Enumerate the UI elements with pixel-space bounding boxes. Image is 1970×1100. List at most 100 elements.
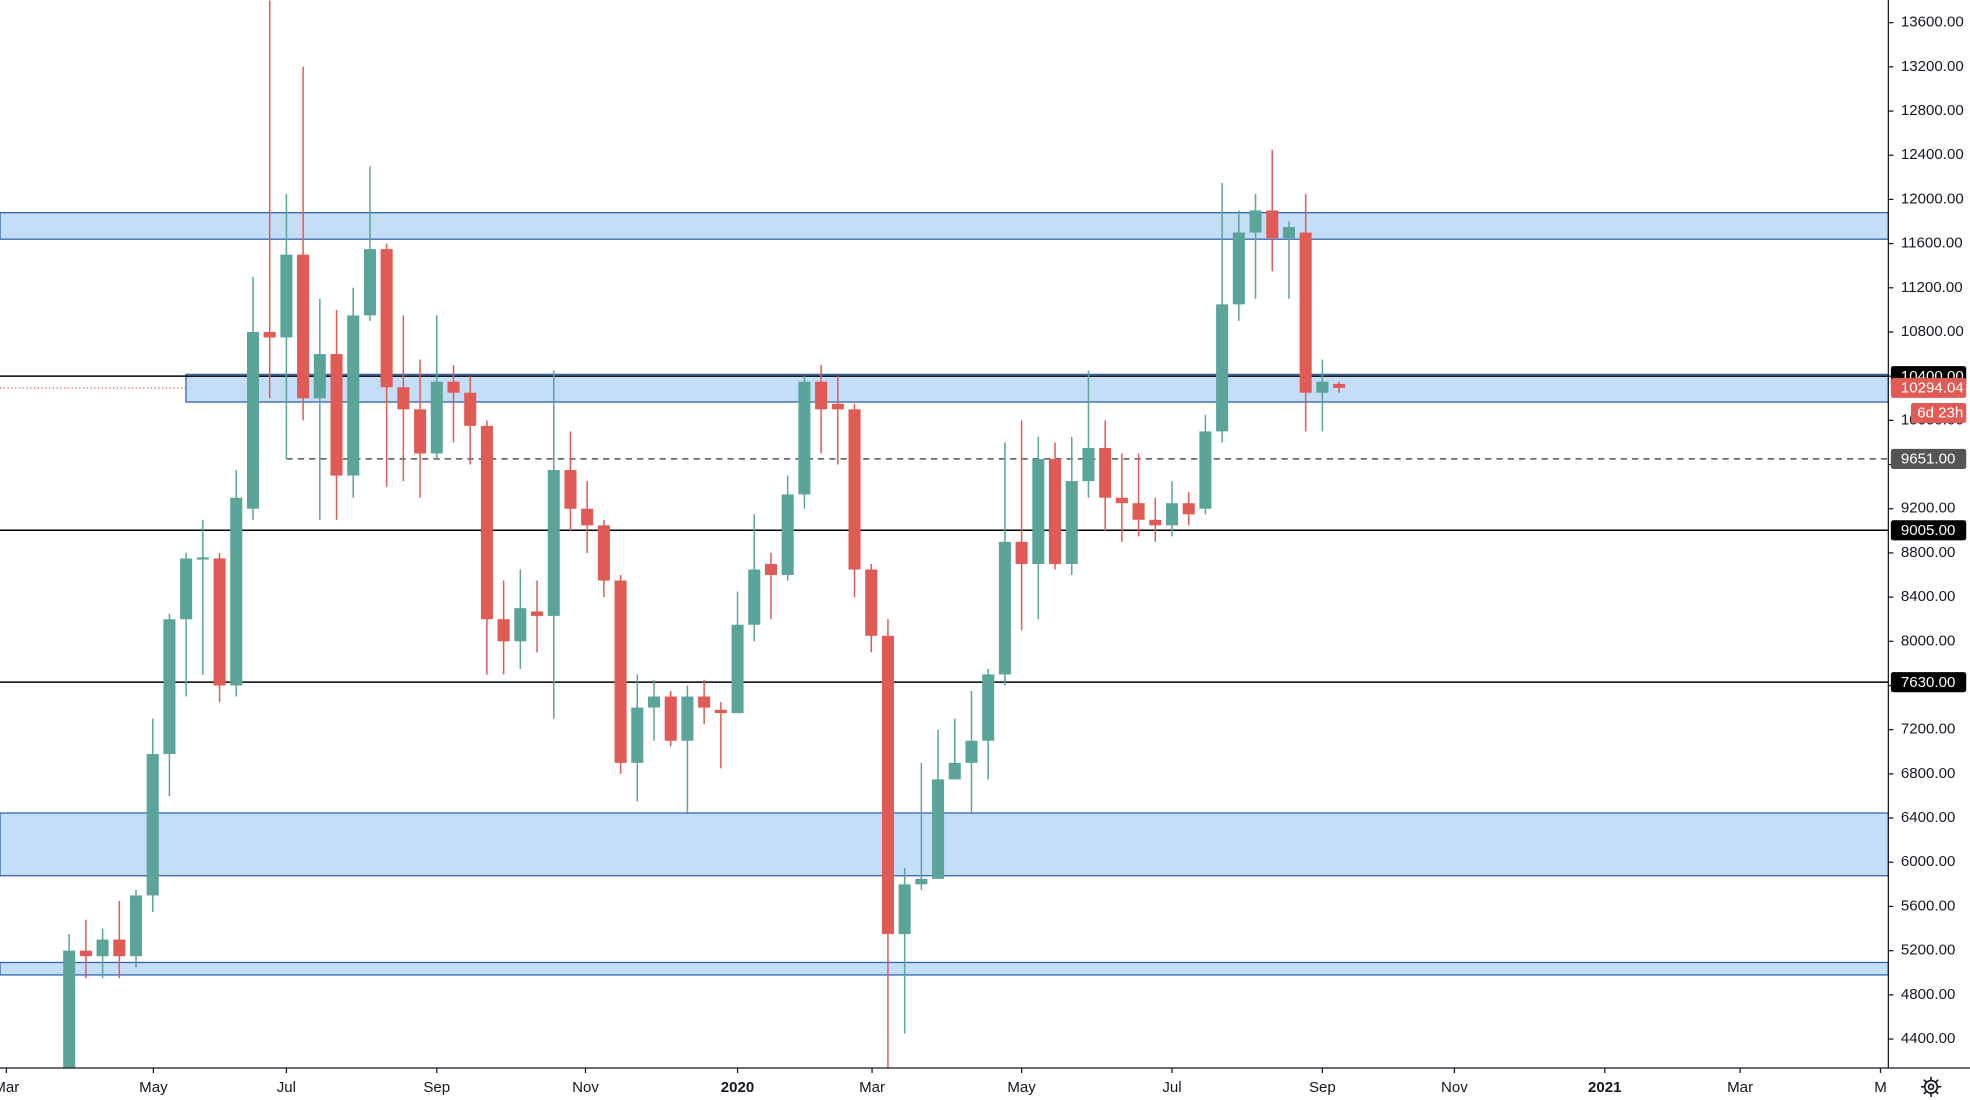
y-tick-label: 4400.00	[1901, 1030, 1955, 1047]
y-tick-label: 12000.00	[1901, 190, 1964, 207]
candle-body	[1149, 519, 1162, 526]
candle-body	[313, 354, 326, 399]
candle-body	[898, 884, 911, 935]
candle-body	[932, 779, 945, 879]
candle-body	[96, 939, 109, 957]
y-tick-label: 7200.00	[1901, 721, 1955, 738]
countdown-label: 6d 23h	[1917, 405, 1963, 422]
candle-body	[1266, 210, 1279, 239]
settings-icon[interactable]	[1921, 1076, 1942, 1097]
candle-body	[848, 409, 861, 570]
candle-body	[614, 580, 627, 763]
candle-body	[597, 525, 610, 581]
last-price-box	[1890, 377, 1967, 398]
candle-body	[363, 249, 376, 316]
candle-body	[1316, 381, 1329, 393]
candle-body	[982, 674, 995, 741]
candle-body	[798, 381, 811, 495]
candle-body	[731, 624, 744, 714]
candle-body	[246, 331, 260, 509]
candle-body	[1199, 431, 1212, 509]
candle-body	[1232, 232, 1245, 305]
candle-body	[564, 470, 577, 509]
candle-body	[965, 740, 978, 763]
candle-body	[998, 541, 1011, 675]
candle-body	[1333, 383, 1346, 388]
level-label-box	[1890, 448, 1967, 469]
candle-body	[948, 762, 961, 780]
candle-body	[514, 608, 527, 642]
axes: 4400.00 4800.00 5200.00 5600.00 6000.00 6400.…	[0, 14, 1967, 1096]
level-label: 9651.00	[1901, 451, 1955, 468]
candle-body	[781, 494, 794, 576]
candle-body	[831, 403, 844, 410]
candle-body	[1299, 232, 1312, 393]
level-label-box	[1890, 520, 1967, 541]
candle-body	[1282, 227, 1295, 239]
candle-body	[1165, 503, 1179, 526]
candle-body	[1065, 481, 1078, 564]
y-tick-label: 6000.00	[1901, 853, 1955, 870]
y-tick-label: 8800.00	[1901, 544, 1955, 561]
candle-body	[180, 558, 193, 620]
level-label-box	[1890, 672, 1967, 693]
plot-area	[0, 0, 1889, 1068]
candle-body	[664, 696, 677, 741]
candle-body	[113, 939, 126, 957]
x-tick-label: 2020	[721, 1079, 755, 1096]
x-tick-label: Jul	[277, 1079, 296, 1096]
candle-body	[414, 409, 427, 454]
candle-body	[631, 707, 644, 763]
candle-body	[447, 381, 460, 393]
candle-body	[647, 696, 661, 708]
candle-body	[196, 557, 209, 560]
y-tick-label: 12400.00	[1901, 146, 1964, 163]
candle-body	[531, 611, 544, 616]
x-tick-label: Jul	[1162, 1079, 1181, 1096]
settings-hub	[1927, 1083, 1935, 1091]
candle-body	[497, 619, 510, 642]
candle-body	[129, 895, 143, 957]
level-label: 9005.00	[1901, 522, 1955, 539]
y-tick-label: 5600.00	[1901, 897, 1955, 914]
x-tick-label: M	[1874, 1079, 1887, 1096]
candle-body	[915, 878, 928, 885]
y-tick-label: 13200.00	[1901, 58, 1964, 75]
candle-body	[63, 950, 76, 1068]
candle-body	[547, 470, 560, 616]
candle-body	[146, 753, 159, 896]
candle-body	[714, 709, 727, 714]
candle-body	[815, 381, 828, 410]
candle-body	[1099, 447, 1112, 498]
candle-body	[1182, 503, 1195, 515]
x-tick-label: Nov	[1441, 1079, 1468, 1096]
candle-body	[79, 950, 92, 957]
candle-body	[681, 696, 694, 741]
x-tick-label: 2021	[1588, 1079, 1622, 1096]
x-tick-label: Mar	[0, 1079, 19, 1096]
y-tick-label: 5200.00	[1901, 942, 1955, 959]
y-tick-label: 10800.00	[1901, 323, 1964, 340]
candle-body	[230, 497, 243, 686]
y-tick-label: 9200.00	[1901, 500, 1955, 517]
last-price-label: 10294.04	[1901, 379, 1964, 396]
candle-body	[213, 558, 226, 686]
y-tick-label: 8000.00	[1901, 632, 1955, 649]
candle-body	[748, 569, 761, 625]
candle-body	[1216, 304, 1229, 432]
y-tick-label: 6800.00	[1901, 765, 1955, 782]
candle-body	[464, 392, 477, 426]
y-tick-label: 11600.00	[1901, 235, 1963, 252]
zone	[0, 961, 1889, 976]
candle-body	[297, 254, 310, 399]
x-tick-label: May	[1007, 1079, 1036, 1096]
candle-body	[1049, 459, 1062, 564]
y-tick-label: 4800.00	[1901, 986, 1955, 1003]
x-tick-label: Mar	[1727, 1079, 1753, 1096]
candle-body	[1015, 541, 1028, 564]
y-tick-label: 6400.00	[1901, 809, 1955, 826]
candle-body	[430, 381, 443, 454]
